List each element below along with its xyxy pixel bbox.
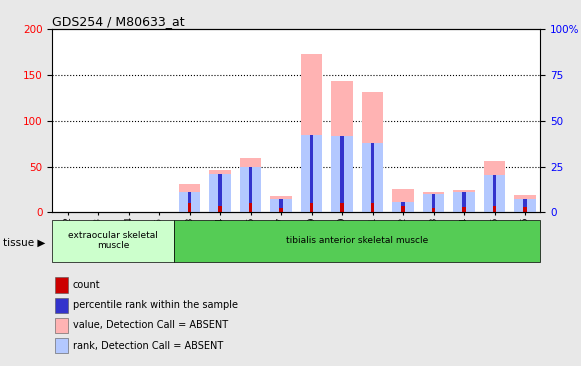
Bar: [270, 198, 292, 212]
Bar: [484, 175, 505, 212]
Text: GDS254 / M80633_at: GDS254 / M80633_at: [52, 15, 185, 28]
Bar: [523, 199, 527, 212]
Bar: [514, 199, 536, 212]
Bar: [179, 192, 200, 212]
Bar: [362, 93, 383, 212]
Bar: [401, 206, 405, 212]
Bar: [462, 192, 466, 212]
Bar: [371, 143, 374, 212]
Bar: [209, 174, 231, 212]
Bar: [249, 167, 252, 212]
Bar: [432, 208, 435, 212]
Bar: [453, 190, 475, 212]
Bar: [331, 81, 353, 212]
Text: percentile rank within the sample: percentile rank within the sample: [73, 300, 238, 310]
Bar: [432, 194, 435, 212]
Bar: [240, 158, 261, 212]
Bar: [514, 195, 536, 212]
Bar: [484, 161, 505, 212]
Bar: [392, 202, 414, 212]
Bar: [240, 167, 261, 212]
Bar: [493, 206, 496, 212]
Bar: [188, 192, 191, 212]
Bar: [52, 220, 174, 262]
Bar: [301, 135, 322, 212]
Bar: [179, 184, 200, 212]
Text: tissue ▶: tissue ▶: [3, 237, 45, 247]
Text: rank, Detection Call = ABSENT: rank, Detection Call = ABSENT: [73, 340, 223, 351]
Bar: [331, 137, 353, 212]
Bar: [301, 54, 322, 212]
Text: extraocular skeletal
muscle: extraocular skeletal muscle: [69, 231, 158, 250]
Bar: [340, 137, 344, 212]
Bar: [209, 170, 231, 212]
Bar: [453, 192, 475, 212]
Bar: [462, 207, 466, 212]
Text: count: count: [73, 280, 101, 290]
Bar: [218, 206, 222, 212]
Bar: [371, 203, 374, 212]
Bar: [423, 194, 444, 212]
Bar: [218, 174, 222, 212]
Bar: [423, 192, 444, 212]
Bar: [523, 207, 527, 212]
Bar: [310, 135, 313, 212]
Bar: [392, 190, 414, 212]
Bar: [310, 203, 313, 212]
Bar: [249, 203, 252, 212]
Text: tibialis anterior skeletal muscle: tibialis anterior skeletal muscle: [286, 236, 428, 245]
Bar: [279, 208, 283, 212]
Bar: [401, 202, 405, 212]
Bar: [279, 198, 283, 212]
Bar: [270, 196, 292, 212]
Bar: [188, 203, 191, 212]
Bar: [362, 143, 383, 212]
Bar: [174, 220, 540, 262]
Bar: [493, 175, 496, 212]
Text: value, Detection Call = ABSENT: value, Detection Call = ABSENT: [73, 320, 228, 330]
Bar: [340, 203, 344, 212]
